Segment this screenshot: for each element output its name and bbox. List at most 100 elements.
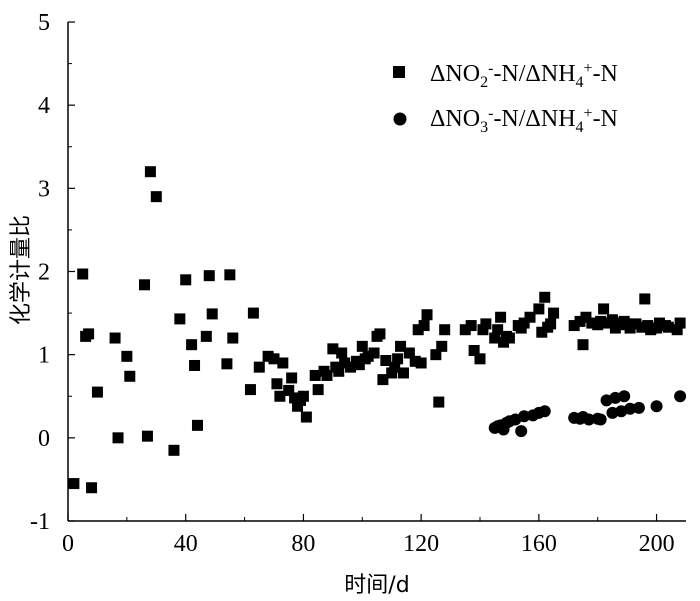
data-point-square — [297, 390, 309, 402]
data-point-square — [489, 332, 501, 344]
data-point-square — [268, 353, 280, 365]
data-point-square — [362, 350, 374, 362]
data-point-square — [321, 369, 333, 381]
data-point-square — [150, 191, 162, 203]
data-point-square — [395, 340, 407, 352]
data-point-circle — [650, 400, 663, 413]
data-point-square — [109, 332, 121, 344]
data-point-square — [630, 318, 642, 330]
data-point-square — [286, 372, 298, 384]
data-point-square — [577, 339, 589, 351]
legend-marker-square — [393, 66, 405, 78]
x-tick-label: 200 — [639, 531, 675, 557]
data-point-square — [639, 293, 651, 305]
data-point-square — [339, 357, 351, 369]
plot-frame — [67, 22, 686, 522]
x-tick-label: 80 — [291, 531, 315, 557]
data-point-circle — [518, 410, 531, 423]
data-point-square — [645, 324, 657, 336]
data-point-square — [312, 384, 324, 396]
data-point-square — [253, 361, 265, 373]
data-point-square — [459, 324, 471, 336]
data-point-circle — [594, 413, 607, 426]
data-point-circle — [538, 405, 551, 418]
axis-ticks — [67, 21, 658, 522]
data-point-square — [498, 336, 510, 348]
data-point-square — [389, 361, 401, 373]
data-point-circle — [618, 390, 631, 403]
legend-marker-circle — [393, 112, 407, 126]
data-point-square — [598, 303, 610, 315]
data-point-square — [412, 324, 424, 336]
data-point-square — [86, 482, 98, 494]
x-tick-label: 160 — [521, 531, 557, 557]
data-point-square — [203, 270, 215, 282]
data-point-square — [139, 279, 151, 291]
data-point-square — [283, 384, 295, 396]
data-point-circle — [674, 390, 687, 403]
data-point-square — [345, 361, 357, 373]
data-point-square — [68, 478, 80, 490]
data-point-square — [477, 324, 489, 336]
data-point-square — [121, 350, 133, 362]
data-point-square — [200, 330, 212, 342]
data-point-square — [439, 324, 451, 336]
data-point-square — [191, 419, 203, 431]
x-tick-label: 40 — [174, 531, 198, 557]
data-point-square — [574, 315, 586, 327]
data-point-square — [112, 432, 124, 444]
data-point-square — [601, 317, 613, 329]
data-point-square — [277, 357, 289, 369]
data-point-square — [545, 318, 557, 330]
data-point-square — [124, 370, 136, 382]
data-point-square — [244, 384, 256, 396]
data-point-square — [636, 321, 648, 333]
data-point-square — [289, 392, 301, 404]
y-tick-label: 2 — [38, 260, 50, 286]
data-point-square — [168, 444, 180, 456]
data-point-square — [227, 332, 239, 344]
data-point-square — [386, 367, 398, 379]
data-point-square — [333, 365, 345, 377]
legend-label-no2: ΔNO2--N/ΔNH4+-N — [430, 60, 618, 91]
data-point-square — [433, 396, 445, 408]
data-point-square — [91, 386, 103, 398]
data-point-square — [492, 324, 504, 336]
data-point-square — [409, 355, 421, 367]
data-point-square — [353, 359, 365, 371]
data-point-square — [480, 318, 492, 330]
y-tick-label: 1 — [38, 343, 50, 369]
data-point-square — [189, 359, 201, 371]
data-point-square — [624, 322, 636, 334]
data-point-square — [548, 307, 560, 319]
data-point-square — [654, 317, 666, 329]
data-point-square — [83, 328, 95, 340]
legend: ΔNO2--N/ΔNH4+-N ΔNO3--N/ΔNH4+-N — [393, 60, 618, 136]
data-point-square — [533, 303, 545, 315]
data-point-square — [327, 343, 339, 355]
data-point-square — [662, 321, 674, 333]
data-point-square — [380, 354, 392, 366]
data-point-square — [671, 324, 683, 336]
data-point-square — [377, 374, 389, 386]
data-point-square — [262, 350, 274, 362]
data-point-square — [586, 317, 598, 329]
data-point-square — [247, 307, 259, 319]
data-point-square — [418, 320, 430, 332]
data-point-circle — [632, 401, 645, 414]
data-point-square — [415, 357, 427, 369]
data-point-square — [300, 411, 312, 423]
data-point-square — [495, 311, 507, 323]
data-point-circle — [515, 425, 528, 438]
data-point-square — [397, 367, 409, 379]
data-point-square — [174, 313, 186, 325]
data-point-square — [77, 268, 89, 280]
data-point-square — [221, 358, 233, 370]
y-tick-label: 0 — [38, 426, 50, 452]
axis-tick-labels: 0 40 80 120 160 200 -1 0 1 2 3 4 5 — [30, 10, 675, 557]
y-tick-label: 5 — [38, 10, 50, 36]
data-point-square — [580, 311, 592, 323]
data-point-circle — [624, 402, 637, 415]
data-point-square — [595, 315, 607, 327]
